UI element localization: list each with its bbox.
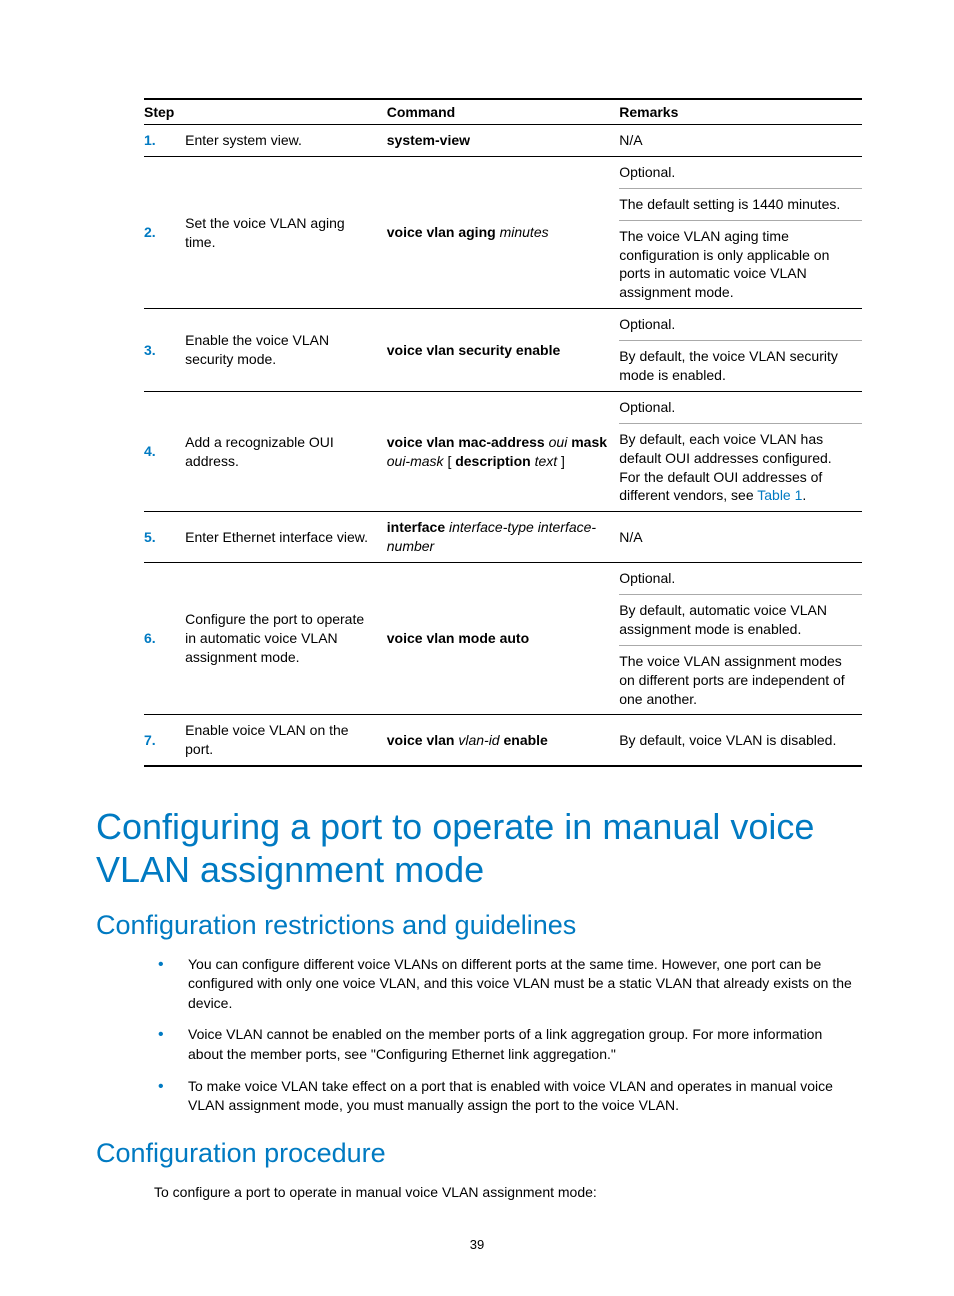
step-number: 5. [144, 512, 185, 563]
table-row: 1. Enter system view. system-view N/A [144, 125, 862, 157]
guidelines-list: You can configure different voice VLANs … [154, 955, 858, 1116]
step-remark: The voice VLAN aging time configuration … [619, 220, 862, 309]
list-item: Voice VLAN cannot be enabled on the memb… [154, 1025, 858, 1064]
step-number: 3. [144, 309, 185, 392]
list-item: To make voice VLAN take effect on a port… [154, 1077, 858, 1116]
step-number: 4. [144, 391, 185, 511]
th-step: Step [144, 99, 387, 125]
step-number: 7. [144, 715, 185, 766]
step-desc: Enter Ethernet interface view. [185, 512, 387, 563]
step-remark: The voice VLAN assignment modes on diffe… [619, 645, 862, 715]
step-remark: Optional. [619, 309, 862, 341]
step-command: voice vlan mode auto [387, 563, 619, 715]
step-remark: By default, voice VLAN is disabled. [619, 715, 862, 766]
table-row: 5. Enter Ethernet interface view. interf… [144, 512, 862, 563]
step-remark: Optional. [619, 391, 862, 423]
section-heading-h2: Configuration procedure [96, 1138, 858, 1169]
step-command: voice vlan vlan-id enable [387, 715, 619, 766]
step-command: interface interface-type interface-numbe… [387, 512, 619, 563]
step-command: voice vlan security enable [387, 309, 619, 392]
table-row: 6. Configure the port to operate in auto… [144, 563, 862, 595]
step-remark: By default, automatic voice VLAN assignm… [619, 595, 862, 646]
section-heading-h2: Configuration restrictions and guideline… [96, 910, 858, 941]
step-remark: The default setting is 1440 minutes. [619, 188, 862, 220]
step-desc: Enable voice VLAN on the port. [185, 715, 387, 766]
step-number: 2. [144, 156, 185, 308]
th-command: Command [387, 99, 619, 125]
document-page: Step Command Remarks 1. Enter system vie… [0, 0, 954, 1296]
step-remark: N/A [619, 512, 862, 563]
table-row: 3. Enable the voice VLAN security mode. … [144, 309, 862, 341]
step-desc: Enable the voice VLAN security mode. [185, 309, 387, 392]
step-command: system-view [387, 125, 619, 157]
table-header-row: Step Command Remarks [144, 99, 862, 125]
th-remarks: Remarks [619, 99, 862, 125]
table-row: 2. Set the voice VLAN aging time. voice … [144, 156, 862, 188]
table-row: 7. Enable voice VLAN on the port. voice … [144, 715, 862, 766]
page-number: 39 [0, 1237, 954, 1252]
step-desc: Configure the port to operate in automat… [185, 563, 387, 715]
table-link[interactable]: Table 1 [757, 487, 802, 503]
step-remark: N/A [619, 125, 862, 157]
table-row: 4. Add a recognizable OUI address. voice… [144, 391, 862, 423]
section-heading-h1: Configuring a port to operate in manual … [96, 805, 858, 891]
step-remark: By default, the voice VLAN security mode… [619, 341, 862, 392]
body-paragraph: To configure a port to operate in manual… [154, 1183, 858, 1203]
step-command: voice vlan aging minutes [387, 156, 619, 308]
list-item: You can configure different voice VLANs … [154, 955, 858, 1014]
step-number: 6. [144, 563, 185, 715]
step-remark: Optional. [619, 563, 862, 595]
step-remark: By default, each voice VLAN has default … [619, 423, 862, 512]
config-table: Step Command Remarks 1. Enter system vie… [144, 98, 862, 767]
step-number: 1. [144, 125, 185, 157]
step-desc: Enter system view. [185, 125, 387, 157]
step-desc: Add a recognizable OUI address. [185, 391, 387, 511]
step-command: voice vlan mac-address oui mask oui-mask… [387, 391, 619, 511]
step-remark: Optional. [619, 156, 862, 188]
step-desc: Set the voice VLAN aging time. [185, 156, 387, 308]
